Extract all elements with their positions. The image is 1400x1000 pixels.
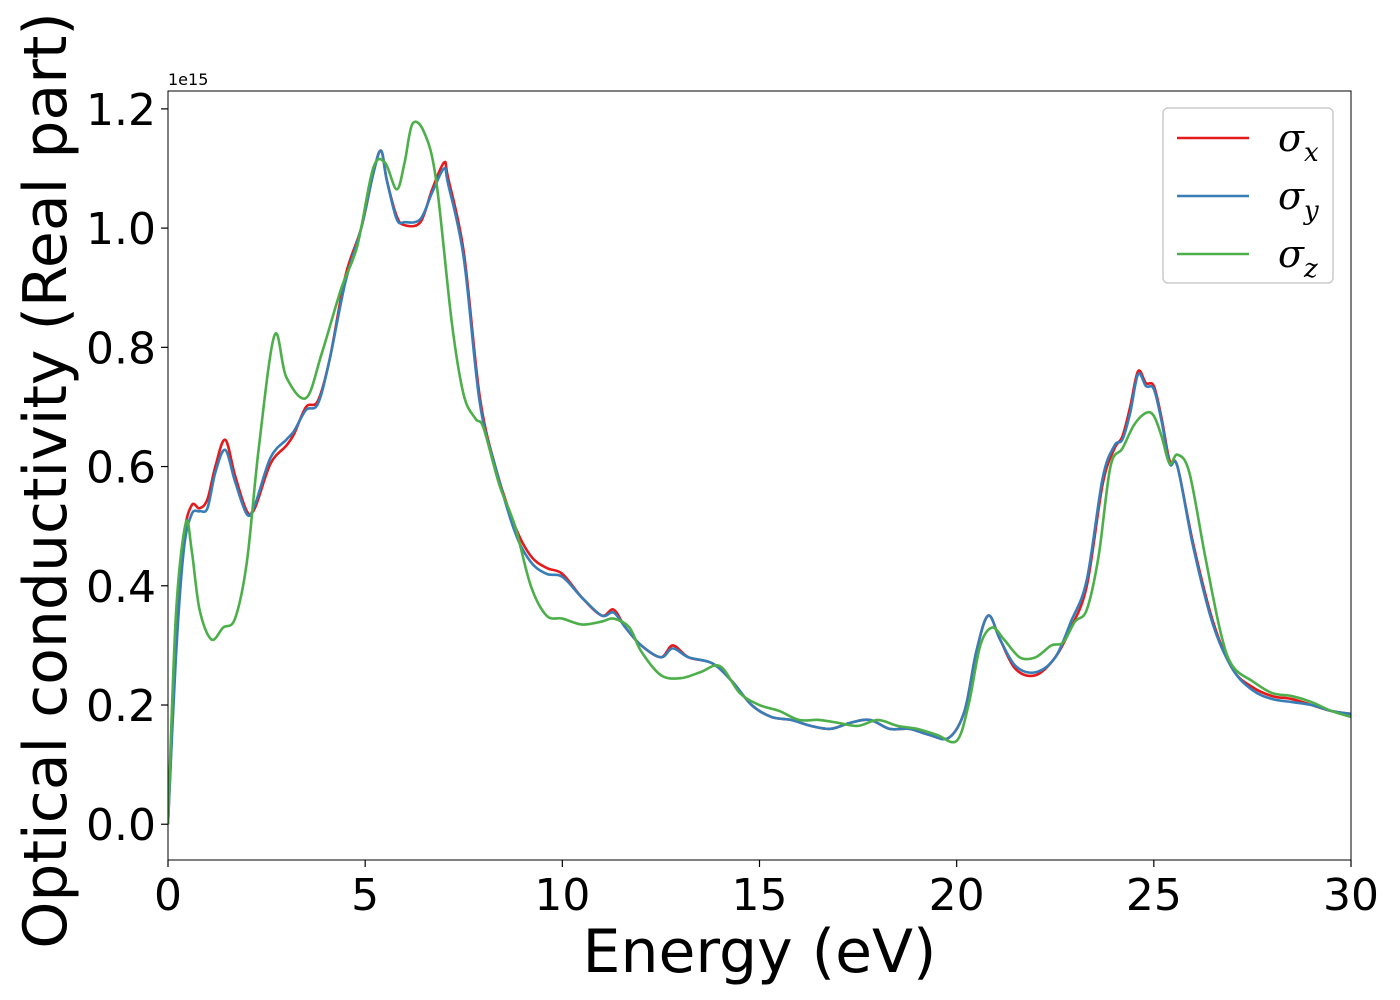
x-tick-label: 20 [929,870,985,921]
y-tick-label: 0.2 [86,681,156,732]
y-tick-label: 0.0 [86,800,156,851]
series-line-sigma-y [168,149,1351,825]
y-tick-label: 0.8 [86,323,156,374]
x-tick-label: 10 [534,870,590,921]
x-axis-label: Energy (eV) [583,917,937,987]
x-tick-label: 30 [1323,870,1379,921]
y-offset-label: 1e15 [168,70,208,89]
y-axis: 0.0 0.2 0.4 0.6 0.8 1.0 1.2 [86,85,168,851]
y-tick-label: 0.6 [86,443,156,494]
series-line-sigma-z [168,120,1351,825]
x-tick-label: 5 [351,870,379,921]
y-axis-label: Optical conductivity (Real part) [11,12,81,949]
y-tick-label: 1.2 [86,85,156,136]
x-tick-label: 0 [154,870,182,921]
series-layer [168,120,1351,825]
y-tick-label: 0.4 [86,562,156,613]
y-tick-label: 1.0 [86,204,156,255]
x-axis: 0 5 10 15 20 25 30 [154,860,1379,921]
x-tick-label: 25 [1126,870,1182,921]
x-tick-label: 15 [732,870,788,921]
